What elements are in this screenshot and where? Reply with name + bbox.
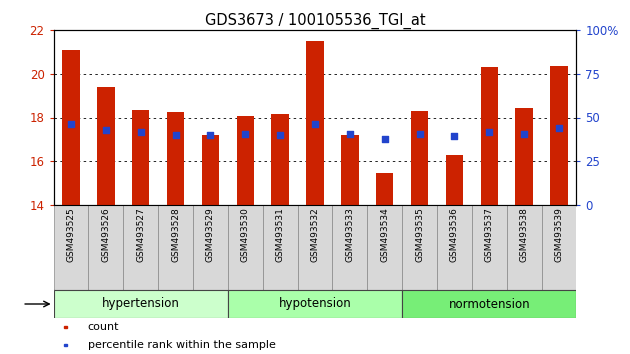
Text: GSM493536: GSM493536 — [450, 207, 459, 262]
Bar — [272, 114, 289, 205]
Text: GSM493530: GSM493530 — [241, 207, 249, 262]
Bar — [64, 326, 67, 328]
Text: hypotension: hypotension — [278, 297, 352, 310]
Bar — [376, 173, 393, 205]
Point — [66, 121, 76, 127]
Bar — [167, 112, 185, 205]
Text: GSM493531: GSM493531 — [276, 207, 285, 262]
Bar — [542, 205, 576, 290]
Bar — [62, 50, 79, 205]
Bar — [54, 205, 88, 290]
Bar — [263, 205, 297, 290]
Text: count: count — [88, 322, 119, 332]
Bar — [237, 116, 254, 205]
Point — [345, 131, 355, 137]
Bar — [437, 205, 472, 290]
Point — [135, 129, 146, 135]
Text: GSM493527: GSM493527 — [136, 207, 145, 262]
Point — [484, 129, 495, 135]
Bar — [306, 41, 324, 205]
Bar — [481, 67, 498, 205]
Bar — [446, 155, 463, 205]
Bar — [402, 290, 576, 318]
Bar — [228, 290, 402, 318]
Text: GSM493533: GSM493533 — [345, 207, 354, 262]
Bar — [202, 135, 219, 205]
Text: hypertension: hypertension — [102, 297, 180, 310]
Bar — [158, 205, 193, 290]
Bar — [64, 344, 67, 346]
Bar — [472, 205, 507, 290]
Bar — [411, 111, 428, 205]
Point — [101, 127, 111, 132]
Bar — [54, 290, 228, 318]
Point — [380, 137, 390, 142]
Bar — [228, 205, 263, 290]
Point — [554, 126, 564, 131]
Bar — [123, 205, 158, 290]
Text: GSM493539: GSM493539 — [554, 207, 563, 262]
Point — [449, 133, 459, 139]
Bar — [297, 205, 333, 290]
Point — [171, 132, 181, 138]
Point — [205, 132, 215, 138]
Bar — [507, 205, 542, 290]
Bar — [132, 110, 149, 205]
Text: GSM493532: GSM493532 — [311, 207, 319, 262]
Bar — [551, 66, 568, 205]
Text: GSM493535: GSM493535 — [415, 207, 424, 262]
Title: GDS3673 / 100105536_TGI_at: GDS3673 / 100105536_TGI_at — [205, 12, 425, 29]
Point — [310, 121, 320, 127]
Text: GSM493534: GSM493534 — [381, 207, 389, 262]
Bar — [88, 205, 123, 290]
Text: GSM493537: GSM493537 — [485, 207, 494, 262]
Text: GSM493529: GSM493529 — [206, 207, 215, 262]
Text: normotension: normotension — [449, 297, 530, 310]
Bar — [97, 87, 115, 205]
Point — [415, 131, 425, 137]
Bar — [341, 135, 358, 205]
Point — [519, 131, 529, 137]
Text: GSM493525: GSM493525 — [67, 207, 76, 262]
Bar — [515, 108, 533, 205]
Bar — [333, 205, 367, 290]
Text: percentile rank within the sample: percentile rank within the sample — [88, 340, 275, 350]
Point — [275, 132, 285, 138]
Bar — [367, 205, 402, 290]
Text: GSM493538: GSM493538 — [520, 207, 529, 262]
Bar — [402, 205, 437, 290]
Text: GSM493528: GSM493528 — [171, 207, 180, 262]
Point — [240, 131, 250, 137]
Text: GSM493526: GSM493526 — [101, 207, 110, 262]
Bar — [193, 205, 228, 290]
